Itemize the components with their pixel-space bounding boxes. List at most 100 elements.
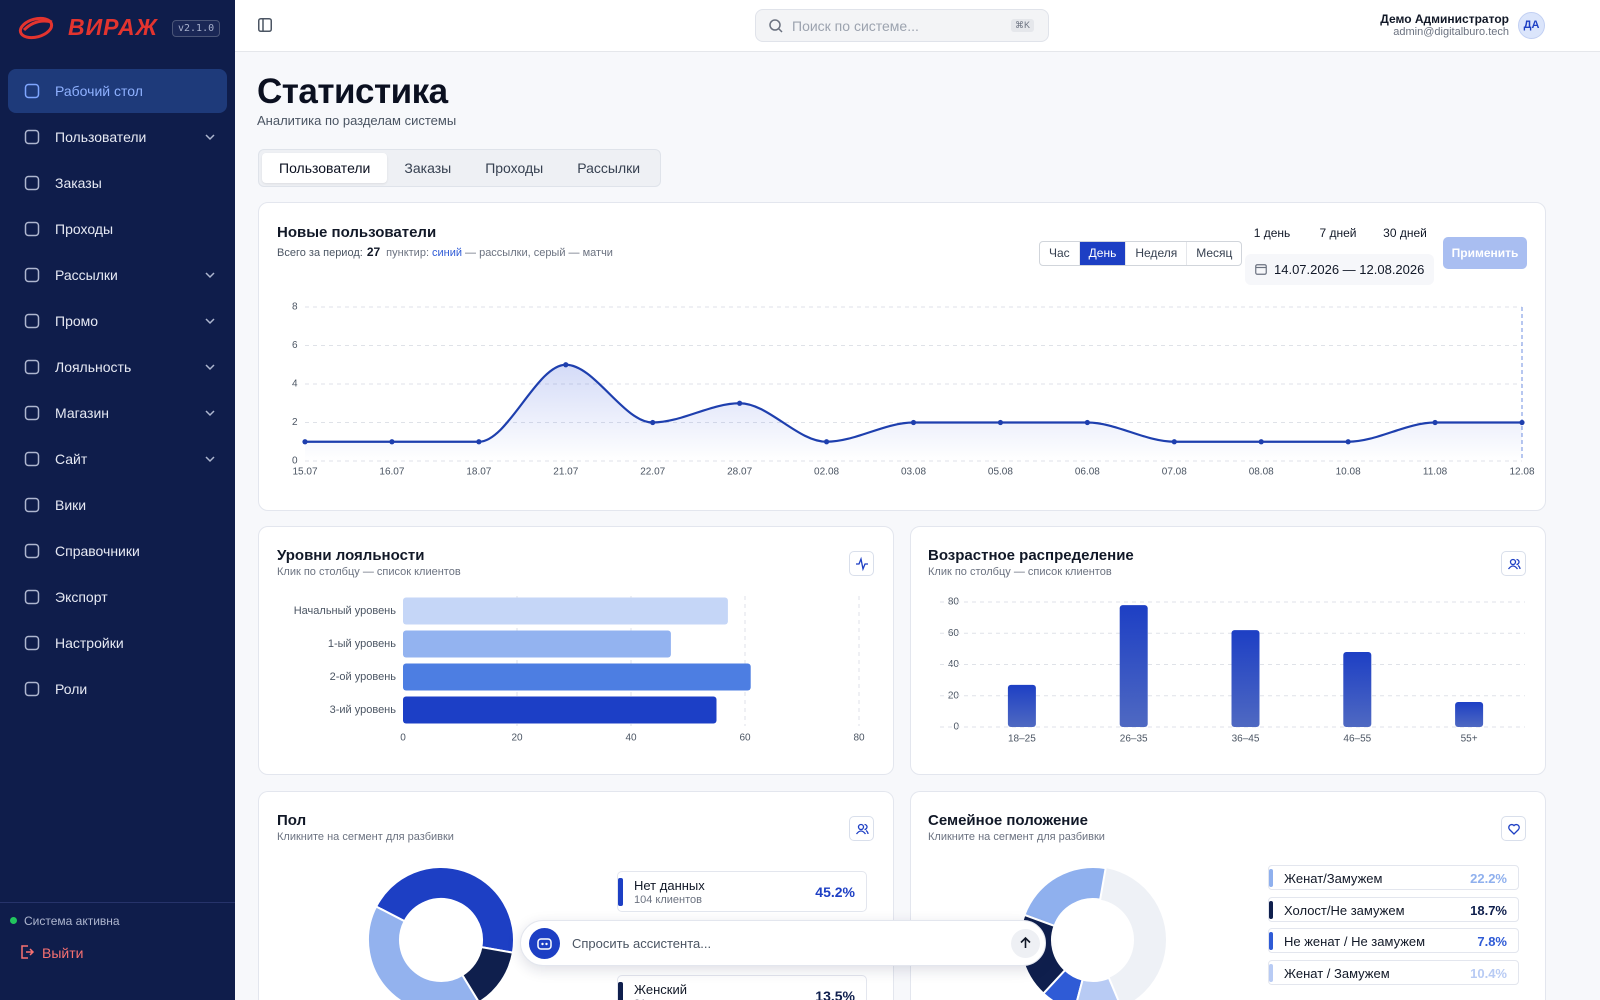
nav-icon [24,267,40,283]
total-label: Всего за период: [277,247,363,259]
nav-item[interactable]: Вики [8,483,227,527]
search-icon [769,19,783,33]
nav-item[interactable]: Пользователи [8,115,227,159]
nav-icon [24,359,40,375]
sidebar [0,0,235,1000]
granularity-option[interactable]: Час [1049,246,1070,260]
legend-item[interactable]: Не женат / Не замужем 7.8% [1268,928,1519,953]
nav-item[interactable]: Настройки [8,621,227,665]
nav-icon [24,175,40,191]
card-title: Пол [277,812,307,829]
nav-label: Проходы [55,221,114,237]
assistant-icon [529,928,560,959]
tab[interactable]: Заказы [404,160,452,176]
legend-value: 10.4% [1470,965,1507,981]
nav-item[interactable]: Рабочий стол [8,69,227,113]
legend-swatch [618,982,623,1000]
card-title: Возрастное распределение [928,547,1134,564]
legend-item[interactable]: Женат/Замужем 22.2% [1268,865,1519,890]
nav-item[interactable]: Сайт [8,437,227,481]
user-email: admin@digitalburo.tech [1393,26,1509,38]
assistant-bar[interactable]: Спросить ассистента... [520,920,1046,966]
granularity: Час День Неделя Месяц [1039,241,1243,266]
avatar[interactable]: ДА [1518,12,1545,39]
card-action[interactable] [1501,816,1526,841]
note-rest: — рассылки, серый — матчи [465,247,613,259]
nav-label: Рассылки [55,267,118,283]
legend-item[interactable]: Женский31 клиентов 13.5% [617,975,867,1000]
granularity-option[interactable]: Неделя [1125,242,1186,265]
nav-label: Рабочий стол [55,83,143,99]
card-subtitle: Клик по столбцу — список клиентов [277,566,461,578]
robot-icon [537,938,552,950]
card-action[interactable] [1501,551,1526,576]
legend-label: Не женат / Не замужем [1284,934,1426,949]
legend-value: 7.8% [1477,934,1507,949]
preset[interactable]: 30 дней [1383,226,1427,240]
legend-swatch [1269,900,1273,919]
preset[interactable]: 1 день [1253,226,1291,240]
card-action-icon [856,556,868,572]
tab[interactable]: Проходы [485,160,544,176]
legend-item[interactable]: Женат / Замужем 10.4% [1268,959,1519,985]
tab[interactable]: Пользователи [262,153,388,183]
nav-label: Сайт [55,451,88,467]
nav-chevron [205,364,215,371]
nav-item[interactable]: Роли [8,667,227,711]
granularity-option[interactable]: Месяц [1186,242,1241,265]
nav-icon [24,405,40,421]
legend-label: Женат/Замужем [1284,871,1383,886]
legend-value: 13.5% [815,988,855,1000]
legend-item[interactable]: Холост/Не замужем 18.7% [1268,896,1519,922]
nav-icon [24,543,40,559]
nav-chevron [205,318,215,325]
note-prefix: пунктир: [386,247,429,259]
tab[interactable]: Рассылки [577,160,641,176]
granularity-option[interactable]: День [1078,242,1126,265]
brand-logo [18,16,54,40]
nav-chevron [205,410,215,417]
legend-swatch [1269,963,1273,982]
note-blue: синий [432,247,463,259]
nav-icon [24,589,40,605]
legend-swatch [618,878,623,906]
nav-item[interactable]: Рассылки [8,253,227,297]
date-range[interactable]: 14.07.2026 — 12.08.2026 [1245,254,1434,285]
nav-label: Лояльность [55,359,132,375]
nav-icon [24,635,40,651]
card-subtitle: Кликните на сегмент для разбивки [928,831,1105,843]
nav-label: Роли [55,681,88,697]
legend-value: 18.7% [1470,902,1507,918]
legend-item[interactable]: Нет данных 104 клиентов 45.2% [617,871,867,912]
send-button[interactable] [1011,929,1040,958]
nav-item[interactable]: Промо [8,299,227,343]
nav-icon [24,451,40,467]
nav-label: Экспорт [55,589,108,605]
page-title: Статистика [257,72,448,111]
nav-item[interactable]: Справочники [8,529,227,573]
status-text: Система активна [24,914,120,928]
search-box[interactable]: Поиск по системе... ⌘K [755,9,1049,42]
nav-item[interactable]: Лояльность [8,345,227,389]
card-action-icon [1507,558,1521,570]
logout[interactable]: Выйти [42,945,84,961]
card-subtitle: Всего за период: 27 пунктир: синий — рассылк… [277,245,613,259]
card-action[interactable] [849,551,874,576]
legend-label: Холост/Не замужем [1284,902,1405,918]
user-name: Демо Администратор [1380,12,1509,26]
nav-item[interactable]: Заказы [8,161,227,205]
version-badge: v2.1.0 [172,20,221,37]
card-action[interactable] [849,816,874,841]
legend-count: 31 клиентов [634,998,696,1000]
legend-label: Женский [634,982,687,997]
apply-button[interactable]: Применить [1443,237,1527,269]
page-subtitle: Аналитика по разделам системы [257,113,457,128]
preset[interactable]: 7 дней [1319,226,1357,240]
nav-item[interactable]: Экспорт [8,575,227,619]
nav-item[interactable]: Магазин [8,391,227,435]
card-title: Новые пользователи [277,224,437,241]
shortcut-badge: ⌘K [1011,19,1035,32]
nav-icon [24,83,40,99]
card-subtitle: Клик по столбцу — список клиентов [928,566,1112,578]
nav-item[interactable]: Проходы [8,207,227,251]
